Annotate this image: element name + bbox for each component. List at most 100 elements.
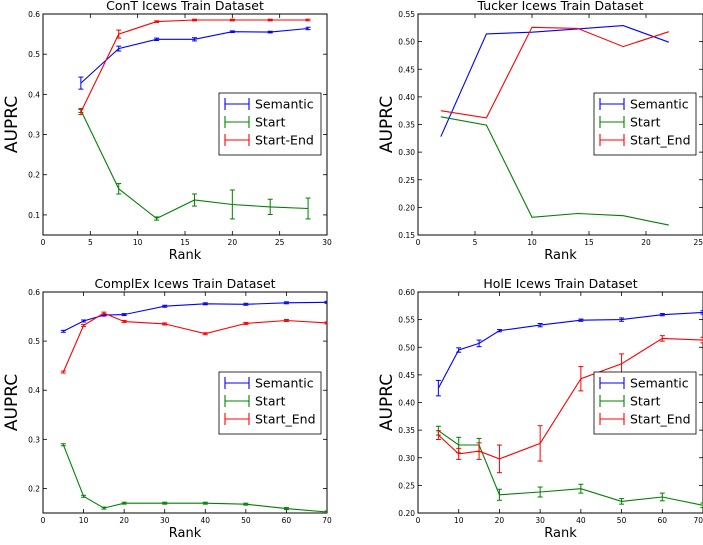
series-group	[60, 300, 327, 513]
x-tick-label: 30	[535, 516, 545, 525]
chart-panel-3: HolE Icews Train Dataset Rank AUPRC 0 10 20 30…	[377, 276, 703, 541]
legend-box	[218, 92, 322, 156]
x-tick-label: 25	[275, 238, 285, 247]
x-tick-label: 0	[41, 516, 46, 525]
y-tick-label: 0.45	[398, 371, 415, 380]
y-tick-label: 0.15	[398, 231, 415, 240]
series-line-0	[440, 25, 669, 137]
y-tick-label: 0.4	[28, 90, 40, 99]
x-tick-label: 5	[473, 238, 478, 247]
x-tick-label: 40	[576, 516, 586, 525]
legend-label: Semantic	[255, 97, 314, 112]
y-tick-label: 0.30	[398, 148, 415, 157]
x-tick-label: 10	[133, 238, 143, 247]
legend-label: Start_End	[630, 412, 691, 427]
y-tick-label: 0.20	[398, 509, 415, 518]
series-line-0	[80, 27, 309, 84]
chart-panel-0: ConT Icews Train Dataset Rank AUPRC 0 5 10 15 2…	[2, 0, 332, 263]
chart-title: Tucker Icews Train Dataset	[476, 0, 643, 13]
series-group	[440, 25, 669, 226]
y-tick-label: 0.2	[28, 484, 40, 493]
x-axis-label: Rank	[544, 526, 577, 541]
legend-label: Semantic	[255, 376, 314, 391]
x-tick-label: 25	[693, 238, 703, 247]
legend-label: Start	[255, 115, 286, 130]
legend-label: Start	[255, 394, 286, 409]
x-tick-label: 20	[228, 238, 238, 247]
legend-label: Start_End	[630, 133, 691, 148]
legend-label: Start-End	[255, 133, 314, 148]
y-tick-label: 0.25	[398, 481, 415, 490]
chart-title: HolE Icews Train Dataset	[483, 276, 637, 291]
y-tick-label: 0.6	[28, 288, 40, 297]
legend-box	[218, 371, 322, 435]
y-tick-label: 0.25	[398, 176, 415, 185]
chart-title: ConT Icews Train Dataset	[106, 0, 264, 13]
y-tick-label: 0.3	[28, 435, 40, 444]
x-axis-label: Rank	[169, 248, 202, 263]
y-tick-label: 0.3	[28, 131, 40, 140]
x-tick-label: 30	[322, 238, 332, 247]
series-group	[78, 18, 311, 221]
y-tick-label: 0.5	[28, 50, 40, 59]
y-tick-label: 0.60	[398, 288, 415, 297]
y-tick-label: 0.40	[398, 399, 415, 408]
x-tick-label: 0	[416, 516, 421, 525]
y-tick-label: 0.6	[28, 10, 40, 19]
y-axis-label: AUPRC	[2, 374, 22, 431]
x-tick-label: 50	[617, 516, 627, 525]
legend: Semantic Start Start_End	[593, 92, 697, 156]
series-line-1	[438, 430, 703, 506]
y-tick-label: 0.35	[398, 426, 415, 435]
x-tick-label: 10	[527, 238, 537, 247]
y-tick-label: 0.30	[398, 454, 415, 463]
x-tick-label: 60	[282, 516, 292, 525]
y-tick-label: 0.50	[398, 343, 415, 352]
x-tick-label: 20	[119, 516, 129, 525]
x-axis-label: Rank	[544, 248, 577, 263]
y-axis-label: AUPRC	[377, 374, 397, 431]
series-line-1	[62, 444, 327, 513]
legend: Semantic Start Start_End	[593, 371, 697, 435]
chart-panel-1: Tucker Icews Train Dataset Rank AUPRC 0 5 10 1…	[377, 0, 703, 263]
legend-box	[593, 92, 697, 156]
chart-title: ComplEx Icews Train Dataset	[94, 276, 275, 291]
y-tick-label: 0.45	[398, 65, 415, 74]
series-line-0	[63, 301, 327, 332]
x-tick-label: 0	[416, 238, 421, 247]
legend-label: Semantic	[630, 97, 689, 112]
x-tick-label: 50	[241, 516, 251, 525]
y-axis-label: AUPRC	[2, 96, 22, 153]
series-group	[435, 310, 703, 508]
legend: Semantic Start Start-End	[218, 92, 322, 156]
y-axis-label: AUPRC	[377, 96, 397, 153]
x-tick-label: 70	[322, 516, 332, 525]
x-tick-label: 10	[79, 516, 89, 525]
y-tick-label: 0.4	[28, 386, 40, 395]
x-tick-label: 10	[454, 516, 464, 525]
y-tick-label: 0.50	[398, 38, 415, 47]
x-tick-label: 60	[658, 516, 668, 525]
y-tick-label: 0.55	[398, 316, 415, 325]
y-tick-label: 0.35	[398, 121, 415, 130]
y-tick-label: 0.20	[398, 203, 415, 212]
x-tick-label: 20	[495, 516, 505, 525]
x-tick-label: 15	[180, 238, 190, 247]
x-axis-label: Rank	[169, 526, 202, 541]
legend-label: Start	[630, 394, 661, 409]
y-tick-label: 0.40	[398, 93, 415, 102]
x-tick-label: 30	[160, 516, 170, 525]
legend-label: Start	[630, 115, 661, 130]
x-tick-label: 70	[693, 516, 703, 525]
y-tick-label: 0.1	[28, 211, 40, 220]
legend: Semantic Start Start_End	[218, 371, 322, 435]
legend-label: Semantic	[630, 376, 689, 391]
legend-box	[593, 371, 697, 435]
x-tick-label: 15	[584, 238, 594, 247]
y-tick-label: 0.5	[28, 337, 40, 346]
x-tick-label: 40	[201, 516, 211, 525]
series-line-1	[440, 116, 669, 226]
plot-frame	[42, 291, 328, 514]
y-tick-label: 0.55	[398, 10, 415, 19]
